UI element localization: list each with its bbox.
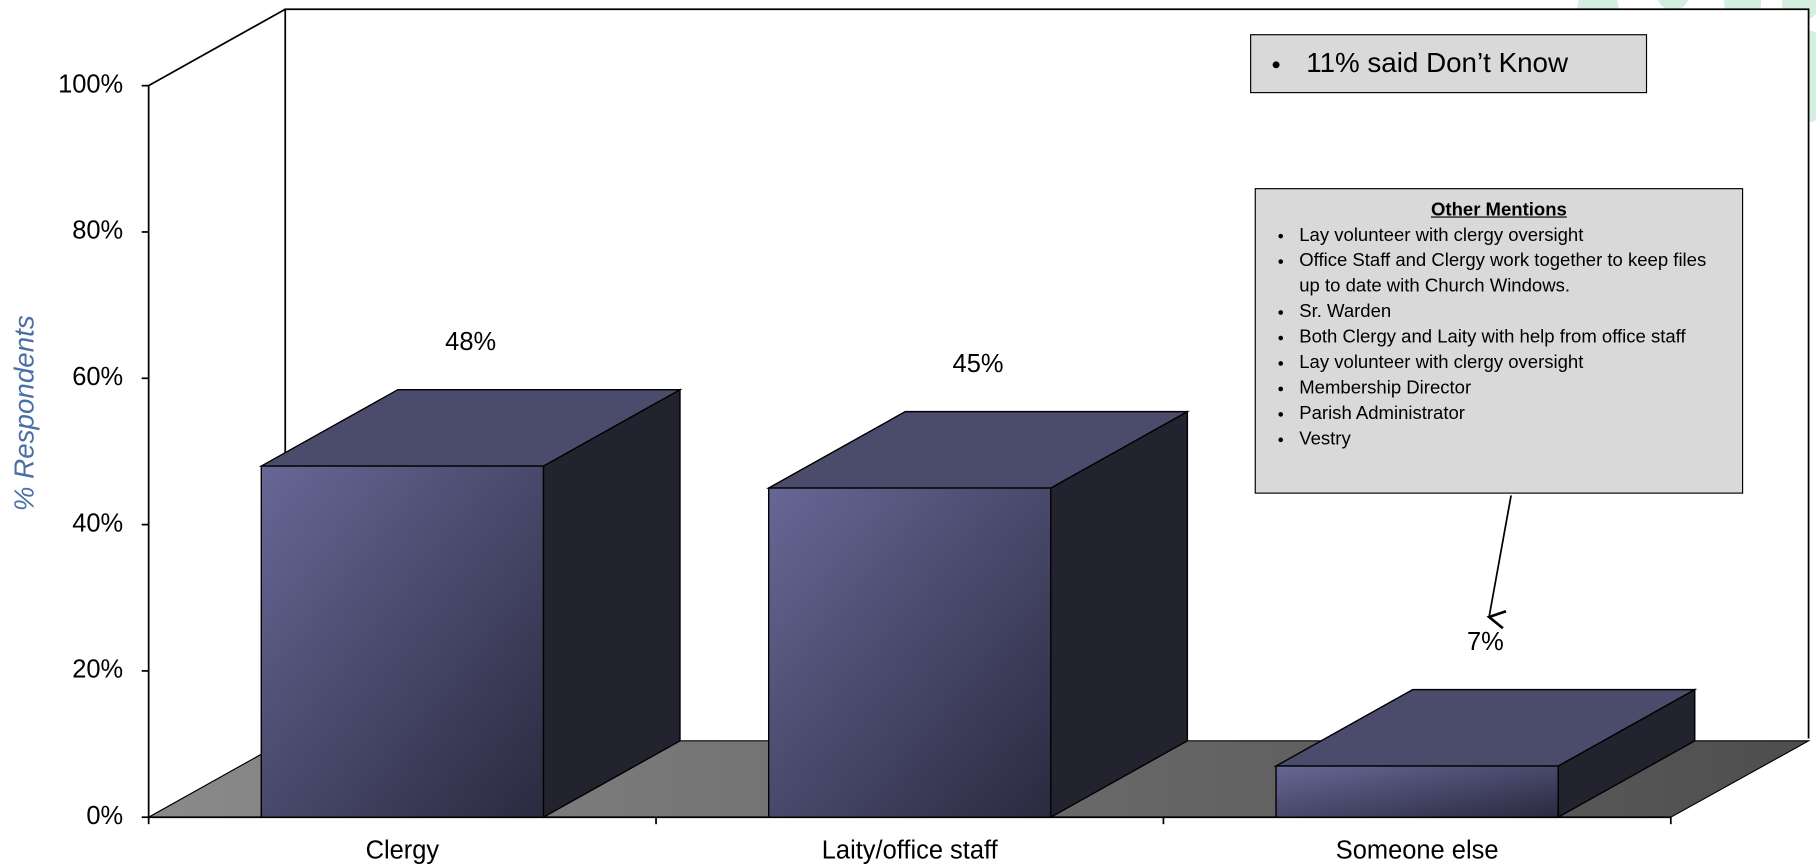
wall-edge bbox=[148, 8, 286, 87]
callout-item: Parish Administrator bbox=[1278, 402, 1726, 427]
value-label: 48% bbox=[445, 328, 496, 356]
y-tick-label: 0% bbox=[86, 802, 123, 830]
callout-item: Office Staff and Clergy work together to… bbox=[1278, 249, 1726, 300]
callout-arrow bbox=[1486, 495, 1512, 630]
x-tick-label: Laity/office staff bbox=[822, 837, 999, 865]
value-label: 7% bbox=[1467, 628, 1504, 656]
wall-edge bbox=[284, 8, 1810, 741]
callout-item: Lay volunteer with clergy oversight bbox=[1278, 351, 1726, 376]
callout-list: Lay volunteer with clergy oversight Offic… bbox=[1271, 223, 1726, 452]
bar bbox=[767, 487, 1052, 818]
bar bbox=[260, 465, 545, 818]
note: 11% said Don’t Know bbox=[1306, 47, 1569, 78]
note-box bbox=[1250, 34, 1648, 94]
bullet bbox=[1272, 61, 1280, 69]
x-tick-label: Someone else bbox=[1336, 837, 1499, 865]
callout-item: Both Clergy and Laity with help from off… bbox=[1278, 325, 1726, 350]
y-tick-label: 20% bbox=[72, 656, 123, 684]
callout-item: Lay volunteer with clergy oversight bbox=[1278, 223, 1726, 248]
y-tick-label: 60% bbox=[72, 363, 123, 391]
callout-item: Vestry bbox=[1278, 427, 1726, 452]
x-tick-label: Clergy bbox=[366, 837, 440, 865]
bar bbox=[1275, 765, 1559, 818]
callout-content: Other Mentions Lay volunteer with clergy… bbox=[1255, 189, 1742, 453]
callout-title: Other Mentions bbox=[1431, 200, 1567, 220]
callout-box bbox=[1254, 188, 1744, 494]
callout-item: Sr. Warden bbox=[1278, 300, 1726, 325]
callout-item: Membership Director bbox=[1278, 376, 1726, 401]
callout: Other Mentions Lay volunteer with clergy… bbox=[1255, 189, 1742, 453]
y-tick-label: 40% bbox=[72, 509, 123, 537]
y-axis-label: % Respondents bbox=[8, 315, 39, 511]
y-tick-label: 80% bbox=[72, 217, 123, 245]
y-tick-label: 100% bbox=[58, 70, 123, 98]
value-label: 45% bbox=[953, 350, 1004, 378]
